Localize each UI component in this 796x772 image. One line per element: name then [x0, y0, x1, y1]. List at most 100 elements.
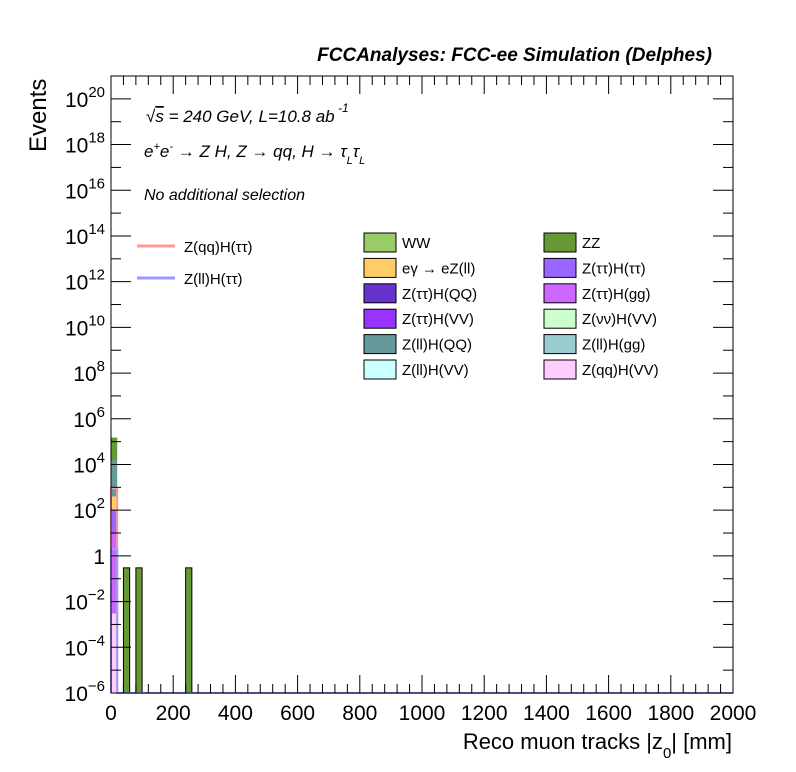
legend-swatch-z-qq-h-vv — [543, 359, 577, 380]
signal-lines — [110, 487, 733, 694]
legend-label: Z(ll)H(QQ) — [402, 337, 472, 354]
legend-label: Z(ll)H(VV) — [402, 362, 469, 379]
y-tick-exponent: 8 — [97, 358, 105, 375]
bar-layer-z-h-gg — [111, 533, 118, 614]
y-tick-base: 10 — [73, 409, 96, 432]
legend-label: WW — [402, 235, 431, 252]
y-tick-label: 1020 — [65, 84, 105, 112]
x-tick-label: 200 — [156, 702, 191, 725]
y-tick-exponent: 18 — [88, 130, 105, 147]
x-tick-label: 0 — [105, 702, 117, 725]
bar-layer-z-qq-h-vv — [111, 613, 118, 693]
y-tick-label: 10−6 — [65, 678, 105, 706]
legend-swatch-z-ll-h-gg — [543, 334, 577, 355]
bar-layer-e-ez-ll — [111, 496, 118, 511]
x-axis-label: Reco muon tracks |z0| [mm] — [463, 729, 732, 762]
bar-zz-80 — [135, 567, 143, 694]
signal-z-ll-h — [110, 548, 733, 694]
y-tick-base: 10 — [65, 683, 88, 706]
bar-layer-z-ll-h-qq — [111, 460, 118, 497]
y-tick-exponent: 20 — [88, 84, 105, 101]
x-tick-label: 1800 — [647, 702, 694, 725]
axes: 0 200 400 600 800 1000 1200 1400 1600 1800 200010−… — [65, 75, 756, 725]
y-tick-exponent: 10 — [88, 312, 105, 329]
x-tick-label: 1000 — [399, 702, 446, 725]
selection-annotation: No additional selection — [144, 187, 305, 204]
x-tick-label: 1400 — [523, 702, 570, 725]
histogram-bars — [111, 437, 193, 694]
bar-layer-z-h — [111, 510, 118, 534]
y-tick-exponent: 2 — [97, 495, 105, 512]
y-tick-exponent: 6 — [97, 404, 105, 421]
bar-zz-240 — [185, 567, 193, 694]
y-tick-exponent: 12 — [88, 267, 105, 284]
y-tick-base: 10 — [65, 135, 88, 158]
legend-swatch-z-h-vv — [543, 308, 577, 329]
legend-label: Z(ττ)H(VV) — [402, 311, 474, 328]
plot-frame — [110, 75, 734, 694]
legend-swatch-ww — [363, 232, 397, 253]
y-tick-label: 104 — [73, 449, 105, 477]
signal-legend: Z(qq)H(ττ) Z(ll)H(ττ) — [137, 239, 253, 288]
y-tick-label: 1016 — [65, 175, 105, 203]
y-tick-exponent: −2 — [88, 587, 105, 604]
legend-swatch-z-h-vv — [363, 308, 397, 329]
y-tick-label: 106 — [73, 404, 105, 432]
y-tick-base: 10 — [65, 592, 88, 615]
y-axis-label: Events — [25, 79, 52, 152]
legend-label: Z(ττ)H(ττ) — [582, 260, 646, 277]
y-tick-exponent: 14 — [88, 221, 105, 238]
y-tick-label: 10−4 — [65, 632, 105, 660]
x-tick-label: 800 — [342, 702, 377, 725]
energy-lumi-annotation: √s = 240 GeV, L=10.8 ab -1 — [146, 101, 349, 126]
x-tick-label: 1600 — [585, 702, 632, 725]
legend-label: ZZ — [582, 235, 600, 252]
y-tick-exponent: −6 — [88, 678, 105, 695]
y-tick-base: 10 — [73, 363, 96, 386]
y-tick-base: 10 — [65, 89, 88, 112]
legend-label: Z(ττ)H(QQ) — [402, 286, 477, 303]
y-tick-label: 1018 — [65, 130, 105, 158]
legend-label: Z(νν)H(VV) — [582, 311, 657, 328]
legend-label: Z(ττ)H(gg) — [582, 286, 651, 303]
y-tick-exponent: 4 — [97, 449, 105, 466]
y-tick-label: 1 — [93, 546, 105, 569]
y-tick-label: 102 — [73, 495, 105, 523]
y-tick-exponent: −4 — [88, 632, 105, 649]
legend-label: eγ → eZ(ll) — [402, 260, 475, 277]
signal-z-qq-h — [110, 487, 733, 694]
legend-swatch-zz — [543, 232, 577, 253]
y-tick-base: 10 — [65, 180, 88, 203]
y-tick-base: 10 — [65, 226, 88, 249]
legend-signal-label: Z(qq)H(ττ) — [184, 239, 253, 256]
x-tick-label: 1200 — [461, 702, 508, 725]
y-tick-base: 10 — [65, 317, 88, 340]
legend-swatch-z-h-qq — [363, 283, 397, 304]
y-tick-label: 108 — [73, 358, 105, 386]
legend-swatch-z-ll-h-vv — [363, 359, 397, 380]
y-tick-exponent: 16 — [88, 175, 105, 192]
y-tick-label: 1010 — [65, 312, 105, 340]
legend-label: Z(ll)H(gg) — [582, 337, 645, 354]
legend-signal-label: Z(ll)H(ττ) — [184, 271, 243, 288]
x-tick-label: 400 — [218, 702, 253, 725]
bar-zz-40 — [122, 567, 131, 694]
y-tick-base: 10 — [73, 454, 96, 477]
y-tick-base: 10 — [65, 637, 88, 660]
bar-layer-zz — [111, 437, 118, 461]
plot-title: FCCAnalyses: FCC-ee Simulation (Delphes) — [317, 45, 712, 66]
legend-swatch-z-h — [543, 257, 577, 278]
y-tick-label: 1012 — [65, 267, 105, 295]
y-tick-base: 10 — [65, 272, 88, 295]
y-tick-label: 1014 — [65, 221, 105, 249]
legend-swatch-z-h-gg — [543, 283, 577, 304]
legend-swatch-e-ez-ll — [363, 257, 397, 278]
legend-swatch-z-ll-h-qq — [363, 334, 397, 355]
process-annotation: e+e- → Z H, Z → qq, H → τLτL — [144, 141, 365, 167]
y-tick-label: 10−2 — [65, 587, 105, 615]
y-tick-base: 10 — [73, 500, 96, 523]
legend-label: Z(qq)H(VV) — [582, 362, 659, 379]
y-tick-base: 1 — [93, 546, 105, 569]
background-legend: WW ZZ eγ → eZ(ll) Z(ττ)H(ττ) Z(ττ)H(QQ) Z(ττ)… — [363, 232, 659, 380]
